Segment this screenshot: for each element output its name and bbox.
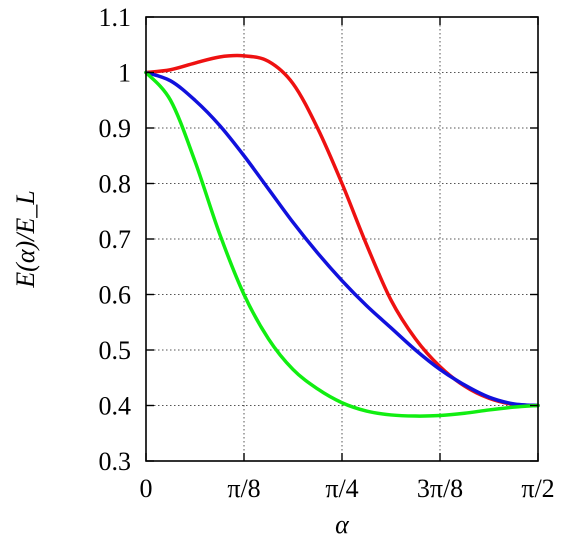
y-tick-labels: 0.3 0.4 0.5 0.6 0.7 0.8 0.9 1 1.1	[99, 3, 132, 476]
series-line-3	[144, 70, 540, 418]
x-axis-label: α	[335, 510, 350, 539]
y-tick-label: 0.7	[99, 225, 132, 254]
ticks	[145, 16, 539, 462]
x-tick-label: π/8	[227, 474, 260, 503]
y-tick-label: 0.3	[99, 447, 132, 476]
x-tick-label: π/2	[521, 474, 554, 503]
y-tick-label: 1	[118, 59, 131, 88]
y-tick-label: 0.6	[99, 281, 132, 310]
y-tick-label: 0.8	[99, 170, 132, 199]
x-tick-label: 0	[140, 474, 153, 503]
x-tick-labels: 0 π/8 π/4 3π/8 π/2	[140, 474, 555, 503]
y-tick-label: 0.5	[99, 336, 132, 365]
y-tick-label: 0.4	[99, 392, 132, 421]
x-tick-label: π/4	[325, 474, 358, 503]
y-axis-label: E(α)/E_L	[11, 190, 40, 288]
series-line-2	[144, 70, 540, 408]
x-tick-label: 3π/8	[417, 474, 463, 503]
y-tick-label: 1.1	[99, 3, 132, 32]
y-tick-label: 0.9	[99, 114, 132, 143]
series-group	[144, 53, 540, 418]
